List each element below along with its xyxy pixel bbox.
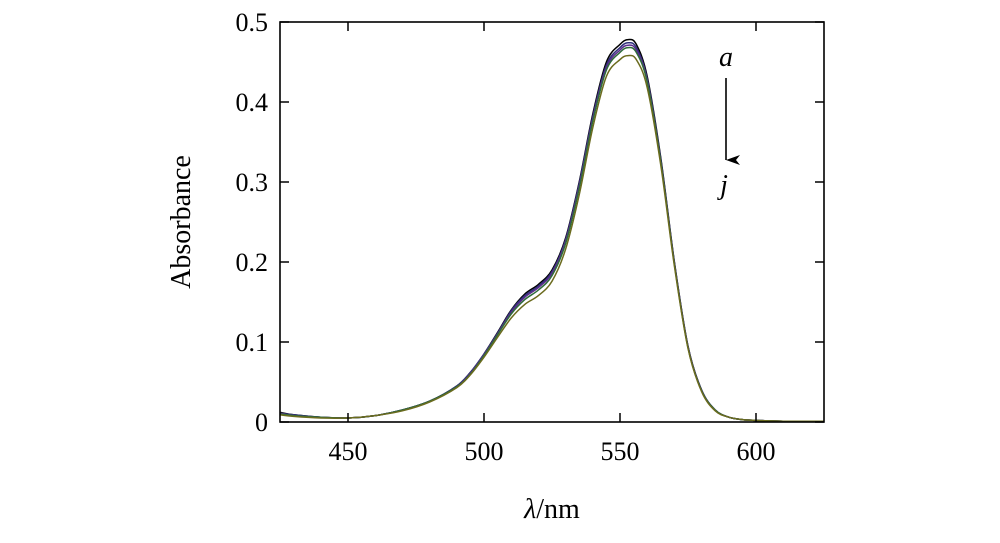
x-axis-ticks: 450 500 550 600 — [329, 22, 776, 466]
series-line-1 — [279, 38, 825, 423]
x-tick-label-550: 550 — [601, 437, 640, 466]
series-line-3 — [279, 44, 825, 423]
x-axis-symbol: λ — [523, 494, 536, 525]
annotation-start: a — [719, 42, 733, 73]
x-axis-unit: /nm — [536, 494, 580, 525]
y-axis-ticks: 0 0.1 0.2 0.3 0.4 0.5 — [236, 8, 824, 437]
series-line-5 — [279, 54, 825, 423]
series-line-4 — [279, 46, 825, 423]
x-tick-label-450: 450 — [329, 437, 368, 466]
x-axis-label: λ/nm — [523, 494, 580, 525]
y-tick-label-3: 0.3 — [236, 168, 269, 197]
y-tick-label-0: 0 — [255, 408, 268, 437]
plot-frame — [279, 21, 825, 423]
y-tick-label-5: 0.5 — [236, 8, 269, 37]
y-axis-label: Absorbance — [166, 155, 197, 289]
annotation-end: j — [717, 170, 728, 201]
y-tick-label-4: 0.4 — [236, 88, 269, 117]
x-tick-label-500: 500 — [465, 437, 504, 466]
series-line-2 — [279, 41, 825, 423]
x-tick-label-600: 600 — [737, 437, 776, 466]
y-tick-label-2: 0.2 — [236, 248, 269, 277]
series-layer — [279, 38, 825, 423]
y-tick-label-1: 0.1 — [236, 328, 269, 357]
